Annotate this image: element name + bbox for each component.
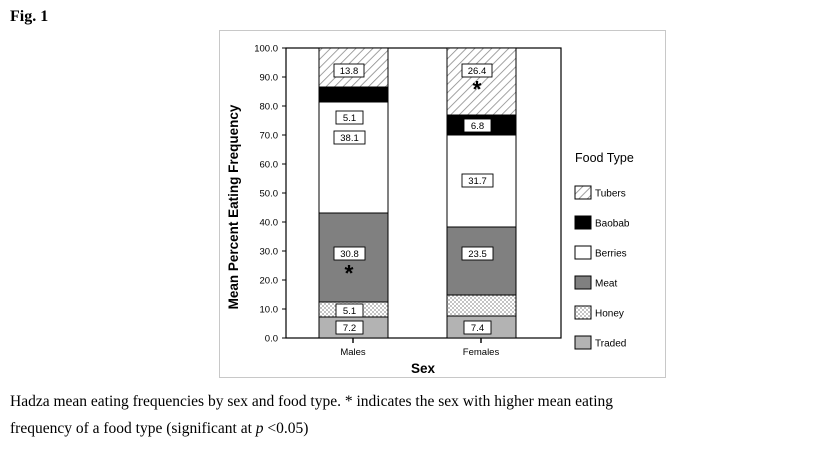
label-males-berries: 38.1 [340,133,359,144]
significance-star-males: * [345,260,354,286]
label-females-tubers: 26.4 [468,66,487,77]
bar-group-males [318,47,389,339]
label-males-traded: 7.2 [343,323,356,334]
figure-label: Fig. 1 [10,8,49,25]
legend-item-traded: Traded [574,335,626,350]
svg-text:90.0: 90.0 [260,73,279,84]
significance-star-females: * [473,76,482,102]
legend: Food Type Tubers Baobab Berries Meat Hon… [574,151,634,350]
svg-text:0.0: 0.0 [265,334,278,345]
legend-swatch-meat [574,275,592,290]
legend-item-honey: Honey [574,305,624,320]
legend-label-traded: Traded [595,339,626,350]
x-tick-females: Females [463,347,500,358]
label-males-honey: 5.1 [343,306,356,317]
legend-swatch-berries [574,245,592,260]
label-males-tubers: 13.8 [340,66,359,77]
data-labels-males: 13.8 5.1 38.1 30.8 5.1 7.2 * [333,63,366,335]
legend-label-meat: Meat [595,279,617,290]
bar-group-females [446,47,517,339]
legend-swatch-tubers [574,185,592,200]
svg-text:40.0: 40.0 [260,218,279,229]
bar-segment-honey [446,294,517,317]
x-axis-label: Sex [411,361,436,376]
label-males-baobab: 5.1 [343,113,356,124]
legend-title: Food Type [575,151,634,165]
legend-label-berries: Berries [595,249,627,260]
x-tick-males: Males [340,347,366,358]
label-females-traded: 7.4 [471,323,484,334]
legend-label-tubers: Tubers [595,189,626,200]
data-labels-females: 26.4 6.8 31.7 23.5 7.4 * [461,63,494,335]
y-axis-ticks: 100.0 90.0 80.0 70.0 60.0 50.0 40.0 30.0… [254,44,278,345]
svg-text:50.0: 50.0 [260,189,279,200]
bar-segment-meat [446,226,517,296]
legend-item-meat: Meat [574,275,617,290]
bar-segment-tubers [446,47,517,116]
label-females-baobab: 6.8 [471,121,484,132]
caption-line-2-post: <0.05) [263,420,309,438]
caption-line-1: Hadza mean eating frequencies by sex and… [10,393,613,410]
svg-text:60.0: 60.0 [260,160,279,171]
svg-text:10.0: 10.0 [260,305,279,316]
svg-text:100.0: 100.0 [254,44,278,55]
y-axis-tickmarks [282,47,286,339]
legend-swatch-traded [574,335,592,350]
legend-item-baobab: Baobab [574,215,630,230]
svg-text:70.0: 70.0 [260,131,279,142]
svg-text:80.0: 80.0 [260,102,279,113]
legend-item-tubers: Tubers [574,185,626,200]
legend-item-berries: Berries [574,245,627,260]
x-axis-tickmarks [352,338,482,343]
label-females-berries: 31.7 [468,176,487,187]
x-axis-ticklabels: Males Females [340,347,499,358]
figure-container: Mean Percent Eating Frequency 100.0 90.0… [219,30,666,378]
label-males-meat: 30.8 [340,249,359,260]
caption-line-2-pre: frequency of a food type (significant at [10,420,256,438]
figure-caption: Hadza mean eating frequencies by sex and… [10,388,830,442]
legend-swatch-baobab [574,215,592,230]
svg-text:20.0: 20.0 [260,276,279,287]
legend-label-baobab: Baobab [595,219,630,230]
y-axis-label: Mean Percent Eating Frequency [226,104,241,309]
legend-label-honey: Honey [595,309,624,320]
stacked-bar-chart: Mean Percent Eating Frequency 100.0 90.0… [226,44,634,377]
legend-swatch-honey [574,305,592,320]
bar-segment-baobab [318,86,389,103]
svg-text:30.0: 30.0 [260,247,279,258]
caption-p-italic: p [255,420,264,438]
label-females-meat: 23.5 [468,249,487,260]
